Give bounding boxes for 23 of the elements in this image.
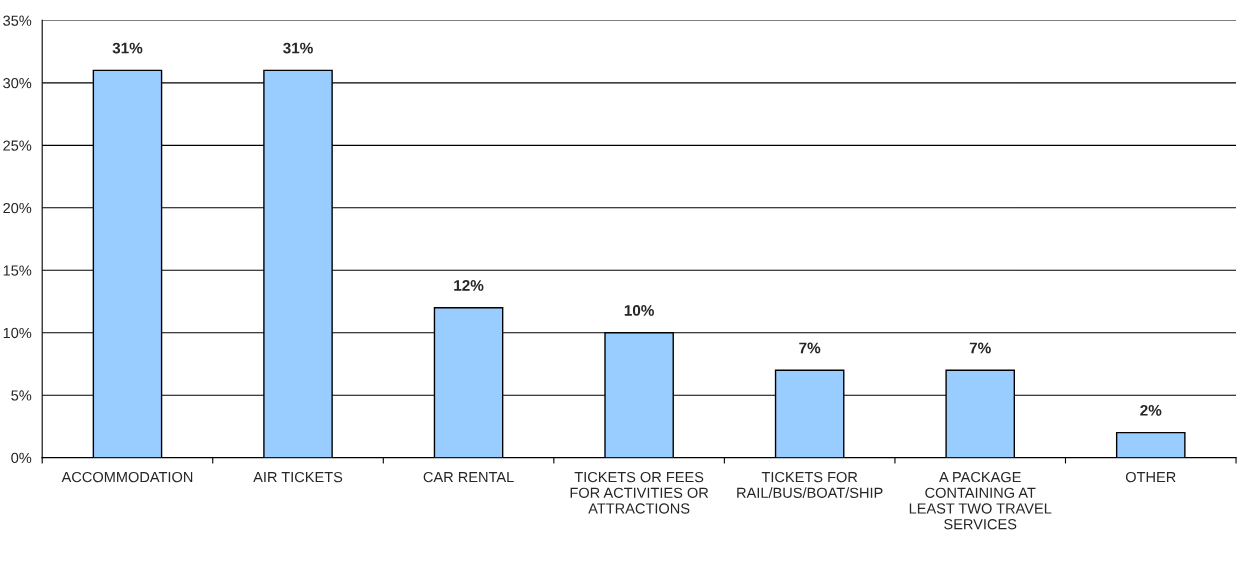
data-label: 7% [969,342,991,354]
data-label: 10% [624,305,654,316]
y-tick-label: 30% [3,77,32,89]
data-label: 31% [283,42,313,54]
x-tick-label: CAR RENTAL [423,471,514,483]
x-tick-label: A PACKAGE CONTAINING AT LEAST TWO TRAVEL SERVICES [909,471,1052,530]
bar [1115,431,1186,458]
y-tick-label: 5% [11,390,32,401]
y-tick-label: 0% [11,452,32,464]
data-label: 12% [454,280,484,291]
data-label: 31% [112,42,143,54]
x-tick-label: ACCOMMODATION [61,471,193,483]
y-tick-label: 10% [3,327,32,339]
x-tick-label: TICKETS FOR RAIL/BUS/BOAT/SHIP [737,471,883,498]
y-tick-label: 35% [3,15,32,26]
y-tick-label: 15% [3,265,32,276]
x-tick-label: OTHER [1125,471,1176,483]
y-tick-label: 25% [3,140,32,151]
x-tick-label: TICKETS OR FEES FOR ACTIVITIES OR ATTRACTIONS [570,471,709,514]
data-label: 7% [799,342,821,354]
data-label: 2% [1140,404,1162,416]
y-tick-label: 20% [3,202,32,214]
x-tick-label: AIR TICKETS [253,471,343,483]
